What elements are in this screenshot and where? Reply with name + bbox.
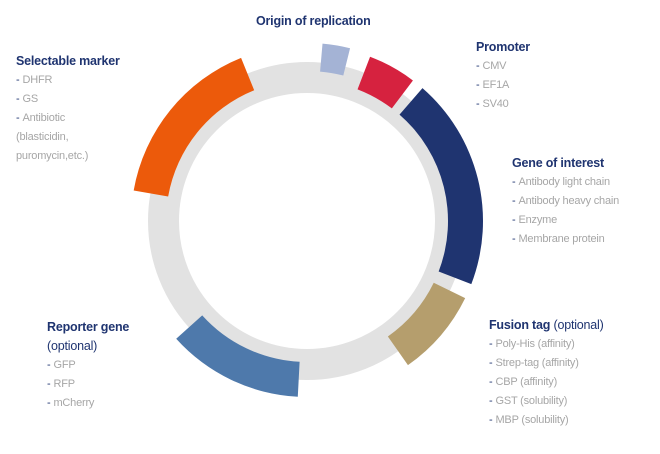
reporter-title-optional: (optional) — [47, 339, 98, 353]
fusion-item: - Strep-tag (affinity) — [489, 357, 579, 369]
gene-item: - Antibody heavy chain — [512, 195, 620, 207]
marker-item-cont: puromycin,etc.) — [16, 150, 89, 162]
reporter-item: - RFP — [47, 378, 75, 390]
promoter-title: Promoter — [476, 40, 530, 54]
gene-item: - Membrane protein — [512, 233, 605, 245]
marker-item: - GS — [16, 93, 38, 105]
segment-fusion-tag — [387, 282, 466, 366]
promoter-item: - CMV — [476, 60, 507, 72]
segment-promoter — [357, 56, 413, 109]
promoter-item: - EF1A — [476, 79, 510, 91]
reporter-item: - GFP — [47, 359, 76, 371]
origin-title: Origin of replication — [256, 14, 371, 28]
reporter-title: Reporter gene — [47, 320, 130, 334]
fusion-item: - MBP (solubility) — [489, 414, 569, 426]
gene-title: Gene of interest — [512, 156, 604, 170]
segment-selectable-marker — [133, 57, 255, 197]
fusion-title: Fusion tag (optional) — [489, 318, 604, 332]
gene-item: - Enzyme — [512, 214, 558, 226]
label-promoter: Promoter - CMV - EF1A - SV40 — [476, 38, 530, 114]
label-gene-of-interest: Gene of interest - Antibody light chain -… — [512, 154, 619, 249]
label-fusion-tag: Fusion tag (optional) - Poly-His (affinit… — [489, 316, 604, 430]
fusion-item: - CBP (affinity) — [489, 376, 558, 388]
label-selectable-marker: Selectable marker - DHFR - GS - Antibiotic … — [16, 52, 120, 166]
reporter-item: - mCherry — [47, 397, 95, 409]
promoter-item: - SV40 — [476, 98, 509, 110]
segment-origin-of-replication — [320, 43, 351, 76]
marker-title: Selectable marker — [16, 54, 120, 68]
marker-item: - Antibiotic — [16, 112, 66, 124]
segment-gene-of-interest — [399, 88, 484, 285]
gene-item: - Antibody light chain — [512, 176, 610, 188]
marker-item: - DHFR — [16, 74, 53, 86]
label-origin-of-replication: Origin of replication — [256, 12, 371, 31]
segment-reporter-gene — [176, 315, 300, 397]
label-reporter-gene: Reporter gene (optional) - GFP - RFP - mChe… — [47, 318, 129, 413]
fusion-item: - Poly-His (affinity) — [489, 338, 575, 350]
fusion-item: - GST (solubility) — [489, 395, 568, 407]
marker-item-cont: (blasticidin, — [16, 131, 69, 143]
